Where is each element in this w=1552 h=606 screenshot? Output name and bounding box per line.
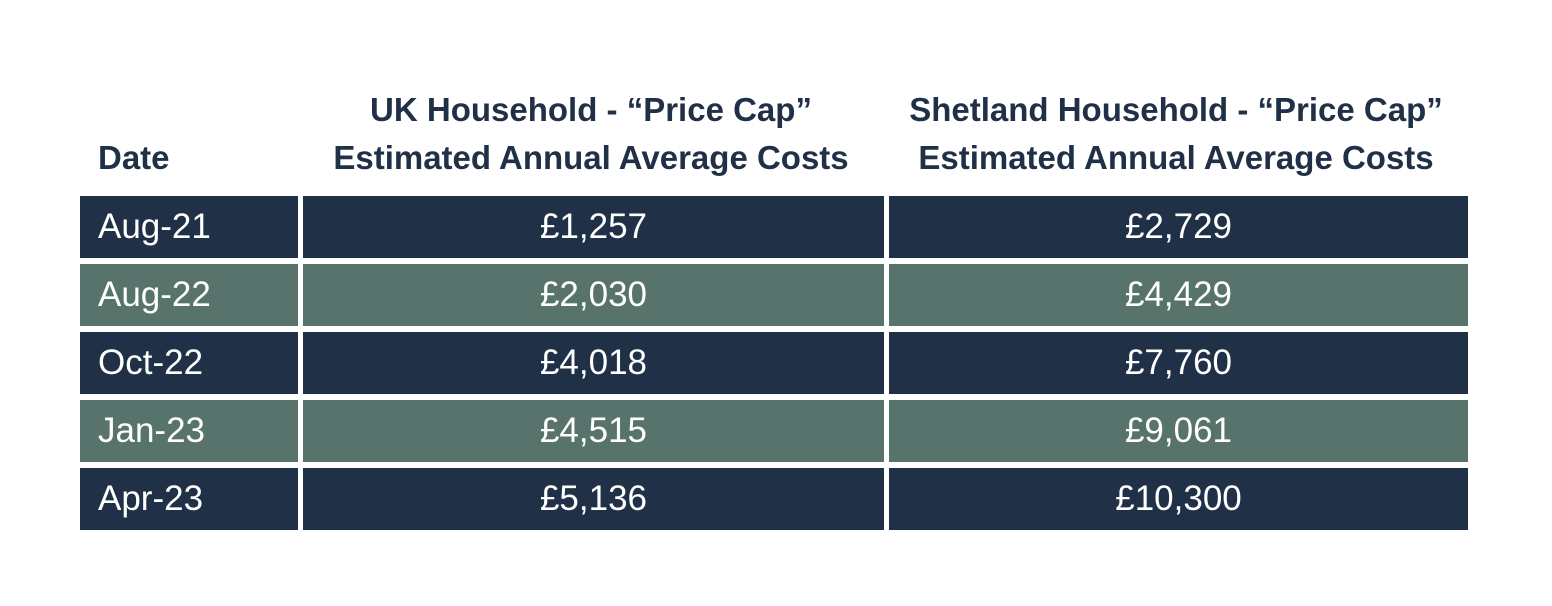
date-cell: Aug-22 — [80, 258, 298, 326]
header-uk-line1: UK Household - “Price Cap” — [370, 91, 812, 128]
uk-cost-cell: £4,018 — [298, 326, 884, 394]
header-row: Date UK Household - “Price Cap” Estimate… — [80, 86, 1468, 196]
table-row: Oct-22 £4,018 £7,760 — [80, 326, 1468, 394]
shetland-cost-cell: £9,061 — [884, 394, 1468, 462]
shetland-cost-cell: £10,300 — [884, 462, 1468, 530]
table-row: Aug-22 £2,030 £4,429 — [80, 258, 1468, 326]
shetland-cost-cell: £4,429 — [884, 258, 1468, 326]
table-row: Apr-23 £5,136 £10,300 — [80, 462, 1468, 530]
shetland-cost-cell: £7,760 — [884, 326, 1468, 394]
header-uk-household: UK Household - “Price Cap” Estimated Ann… — [298, 86, 884, 196]
date-cell: Jan-23 — [80, 394, 298, 462]
uk-cost-cell: £2,030 — [298, 258, 884, 326]
date-cell: Apr-23 — [80, 462, 298, 530]
header-shetland-line2: Estimated Annual Average Costs — [918, 139, 1434, 176]
header-date: Date — [80, 86, 298, 196]
date-cell: Oct-22 — [80, 326, 298, 394]
header-shetland-household: Shetland Household - “Price Cap” Estimat… — [884, 86, 1468, 196]
uk-cost-cell: £1,257 — [298, 196, 884, 258]
header-uk-line2: Estimated Annual Average Costs — [333, 139, 849, 176]
header-date-label: Date — [98, 139, 170, 176]
header-shetland-line1: Shetland Household - “Price Cap” — [909, 91, 1443, 128]
uk-cost-cell: £4,515 — [298, 394, 884, 462]
table-row: Jan-23 £4,515 £9,061 — [80, 394, 1468, 462]
uk-cost-cell: £5,136 — [298, 462, 884, 530]
table-row: Aug-21 £1,257 £2,729 — [80, 196, 1468, 258]
date-cell: Aug-21 — [80, 196, 298, 258]
shetland-cost-cell: £2,729 — [884, 196, 1468, 258]
price-cap-table: Date UK Household - “Price Cap” Estimate… — [80, 86, 1468, 530]
